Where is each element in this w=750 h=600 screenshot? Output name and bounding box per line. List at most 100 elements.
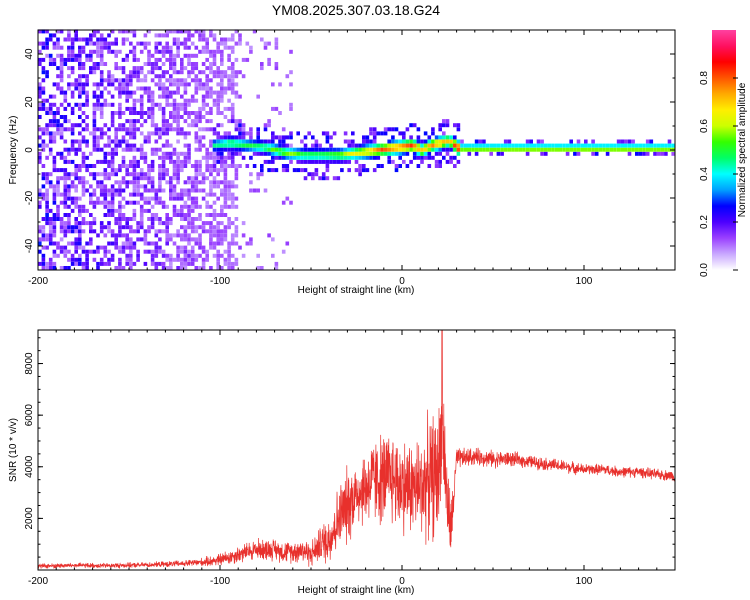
spectrogram-cell bbox=[143, 155, 148, 160]
spectrogram-cell bbox=[67, 45, 71, 50]
spectrogram-cell bbox=[427, 151, 432, 156]
spectrogram-cell bbox=[56, 253, 60, 258]
spectrogram-cell bbox=[154, 74, 159, 79]
spectrogram-cell bbox=[569, 143, 573, 148]
spectrogram-cell bbox=[525, 139, 530, 144]
spectrogram-cell bbox=[205, 78, 209, 83]
spectrogram-cell bbox=[125, 37, 129, 42]
spectrogram-cell bbox=[45, 221, 49, 226]
spectrogram-cell bbox=[129, 229, 133, 234]
spectrogram-cell bbox=[209, 53, 213, 58]
spectrogram-cell bbox=[238, 131, 242, 136]
spectrogram-cell bbox=[474, 147, 479, 152]
spectrogram-cell bbox=[274, 37, 279, 42]
spectrogram-cell bbox=[442, 139, 446, 144]
spectrogram-cell bbox=[325, 147, 330, 152]
spectrogram-cell bbox=[176, 229, 180, 234]
spectrogram-cell bbox=[99, 180, 104, 185]
spectrogram-cell bbox=[456, 143, 461, 148]
spectrogram-cell bbox=[132, 53, 137, 58]
spectrogram-cell bbox=[223, 168, 228, 173]
spectrogram-cell bbox=[365, 147, 370, 152]
spectrogram-cell bbox=[136, 229, 140, 234]
spectrogram-cell bbox=[165, 155, 169, 160]
spectrogram-cell bbox=[223, 229, 228, 234]
spectrogram-cell bbox=[544, 147, 548, 152]
spectrogram-cell bbox=[99, 62, 104, 66]
spectrogram-cell bbox=[78, 233, 82, 238]
spectrogram-cell bbox=[150, 217, 155, 221]
spectrogram-cell bbox=[118, 168, 122, 173]
spectrogram-cell bbox=[63, 225, 68, 230]
spectrogram-cell bbox=[216, 151, 220, 156]
spectrogram-cell bbox=[85, 241, 89, 246]
spectrogram-cell bbox=[63, 57, 68, 62]
spectrogram-cell bbox=[642, 151, 646, 156]
spectrogram-cell bbox=[52, 192, 57, 197]
spectrogram-cell bbox=[110, 257, 115, 262]
spectrogram-cell bbox=[281, 164, 286, 168]
spectrogram-cell bbox=[314, 147, 319, 152]
spectrogram-cell bbox=[154, 253, 159, 258]
spectrogram-cell bbox=[635, 151, 639, 156]
spectrogram-cell bbox=[139, 70, 144, 75]
spectrogram-cell bbox=[85, 82, 89, 87]
spectrogram-cell bbox=[45, 29, 49, 34]
spectrogram-cell bbox=[38, 90, 42, 95]
spectrogram-cell bbox=[216, 66, 220, 71]
spectrogram-cell bbox=[227, 221, 231, 226]
spectrogram-cell bbox=[285, 168, 290, 173]
spectrogram-cell bbox=[223, 204, 228, 209]
spectrogram-cell bbox=[201, 196, 206, 201]
spectrogram-cell bbox=[230, 192, 235, 197]
spectrogram-cell bbox=[198, 78, 202, 83]
spectrogram-cell bbox=[59, 266, 64, 270]
spectrogram-cell bbox=[169, 74, 173, 79]
spectrogram-cell bbox=[223, 37, 228, 42]
spectrogram-cell bbox=[176, 168, 180, 173]
spectrogram-cell bbox=[78, 168, 82, 173]
spectrogram-cell bbox=[176, 106, 180, 111]
spectrogram-cell bbox=[365, 135, 370, 140]
spectrogram-cell bbox=[96, 139, 100, 144]
spectrogram-cell bbox=[63, 245, 68, 250]
spectrogram-cell bbox=[194, 135, 199, 140]
spectrogram-cell bbox=[125, 82, 129, 87]
spectrogram-cell bbox=[45, 53, 49, 58]
spectrogram-cell bbox=[212, 127, 217, 132]
spectrogram-cell bbox=[41, 86, 46, 91]
spectrogram-cell bbox=[234, 70, 239, 75]
spectrogram-cell bbox=[132, 131, 137, 136]
spectrogram-cell bbox=[300, 155, 304, 160]
spectrogram-cell bbox=[201, 33, 206, 38]
spectrogram-cell bbox=[103, 204, 108, 209]
spectrogram-cell bbox=[263, 139, 268, 144]
spectrogram-cell bbox=[212, 90, 217, 95]
spectrogram-cell bbox=[180, 233, 184, 238]
spectrogram-cell bbox=[340, 155, 344, 160]
spectrogram-cell bbox=[110, 204, 115, 209]
spectrogram-cell bbox=[78, 241, 82, 246]
spectrogram-cell bbox=[158, 200, 162, 205]
spectrogram-cell bbox=[227, 82, 231, 87]
spectrogram-cell bbox=[190, 208, 195, 213]
spectrogram-cell bbox=[540, 147, 544, 152]
spectrogram-cell bbox=[129, 245, 133, 250]
spectrogram-cell bbox=[183, 192, 188, 197]
spectrogram-cell bbox=[67, 37, 71, 42]
spectrogram-cell bbox=[325, 168, 330, 173]
spectrogram-cell bbox=[129, 131, 133, 136]
spectrogram-cell bbox=[289, 143, 293, 148]
spectrogram-cell bbox=[671, 143, 675, 148]
spectrogram-cell bbox=[180, 192, 184, 197]
spectrogram-cell bbox=[565, 147, 570, 152]
spectrogram-cell bbox=[332, 159, 337, 164]
spectrogram-cell bbox=[103, 102, 108, 107]
spectrogram-cell bbox=[67, 151, 71, 156]
spectrogram-cell bbox=[45, 188, 49, 193]
spectrogram-cell bbox=[81, 82, 86, 87]
spectrogram-cell bbox=[85, 94, 89, 99]
spectrogram-cell bbox=[445, 139, 450, 144]
spectrogram-cell bbox=[81, 249, 86, 254]
spectrogram-cell bbox=[132, 127, 137, 132]
